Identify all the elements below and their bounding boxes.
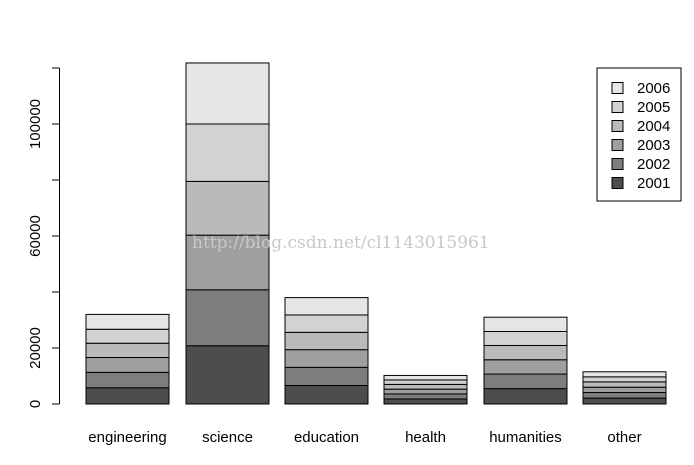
- category-label-engineering: engineering: [88, 429, 166, 446]
- bar-segment-humanities-2002: [483, 373, 568, 390]
- bar-segment-other-2001: [582, 397, 667, 405]
- bar-segment-other-2005: [582, 376, 667, 383]
- bar-segment-humanities-2005: [483, 330, 568, 346]
- legend: 2006 2005 2004 2003 2002 2001: [596, 67, 682, 202]
- y-axis: 0 20000 60000 100000: [27, 67, 60, 408]
- bar-segment-engineering-2003: [85, 357, 170, 373]
- bar-segment-other-2004: [582, 381, 667, 388]
- bar-segment-science-2005: [185, 123, 270, 182]
- bar-segment-engineering-2001: [85, 387, 170, 405]
- legend-label-2002: 2002: [637, 156, 670, 173]
- bar-segment-other-2006: [582, 371, 667, 378]
- y-tick-label-20000: 20000: [27, 327, 44, 369]
- bar-segment-humanities-2003: [483, 359, 568, 375]
- y-tick-label-0: 0: [27, 400, 44, 408]
- bar-segment-health-2001: [383, 398, 468, 405]
- legend-label-2006: 2006: [637, 80, 670, 97]
- y-tick-label-60000: 60000: [27, 215, 44, 257]
- bar-segment-science-2004: [185, 180, 270, 236]
- legend-swatch-2006: [611, 82, 624, 94]
- legend-swatch-2005: [611, 101, 624, 113]
- legend-label-2003: 2003: [637, 137, 670, 154]
- category-label-other: other: [607, 429, 641, 446]
- legend-swatch-2002: [611, 158, 624, 170]
- bar-segment-health-2003: [383, 388, 468, 395]
- legend-label-2005: 2005: [637, 99, 670, 116]
- bar-segment-education-2003: [284, 349, 369, 368]
- bar-segment-science-2002: [185, 289, 270, 347]
- bar-segment-other-2002: [582, 392, 667, 399]
- bar-segment-health-2004: [383, 383, 468, 390]
- legend-label-2004: 2004: [637, 118, 670, 135]
- category-label-science: science: [202, 429, 253, 446]
- bar-segment-engineering-2004: [85, 342, 170, 359]
- bar-segment-engineering-2005: [85, 328, 170, 344]
- legend-swatch-2004: [611, 120, 624, 132]
- bar-segment-humanities-2006: [483, 316, 568, 332]
- bar-segment-science-2006: [185, 62, 270, 125]
- bar-segment-other-2003: [582, 386, 667, 394]
- bar-segment-engineering-2002: [85, 371, 170, 389]
- y-tick-label-100000: 100000: [27, 99, 44, 149]
- legend-swatch-2001: [611, 177, 624, 189]
- legend-label-2001: 2001: [637, 175, 670, 192]
- legend-box: [596, 67, 682, 202]
- category-label-education: education: [294, 429, 359, 446]
- bar-segment-engineering-2006: [85, 313, 170, 330]
- bar-segment-science-2001: [185, 345, 270, 405]
- watermark-text: http://blog.csdn.net/cl1143015961: [192, 233, 490, 253]
- bar-segment-humanities-2001: [483, 388, 568, 405]
- x-category-labels: engineering science education health humanit…: [88, 429, 641, 446]
- category-label-humanities: humanities: [489, 429, 562, 446]
- legend-swatch-2003: [611, 139, 624, 151]
- bar-segment-health-2005: [383, 379, 468, 385]
- bar-segment-education-2001: [284, 385, 369, 405]
- bar-segment-humanities-2004: [483, 344, 568, 361]
- bar-segment-education-2002: [284, 366, 369, 387]
- bar-segment-education-2004: [284, 331, 369, 351]
- bars-group: [85, 62, 667, 405]
- category-label-health: health: [405, 429, 446, 446]
- bar-segment-health-2006: [383, 374, 468, 381]
- bar-segment-education-2006: [284, 297, 369, 316]
- bar-segment-health-2002: [383, 393, 468, 400]
- bar-segment-education-2005: [284, 314, 369, 333]
